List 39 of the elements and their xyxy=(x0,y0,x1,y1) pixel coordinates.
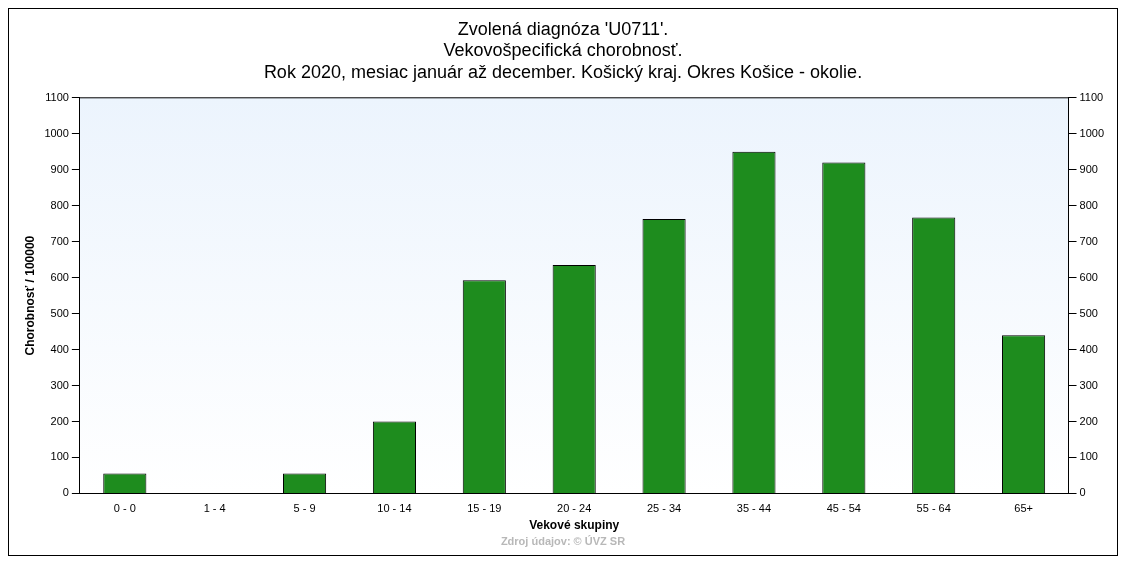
x-tick-label: 65+ xyxy=(1014,502,1033,515)
x-tick-label: 1 - 4 xyxy=(203,502,226,515)
x-tick-label: 45 - 54 xyxy=(826,502,861,515)
x-axis-title: Vekové skupiny xyxy=(529,518,620,533)
y-tick-label: 1100 xyxy=(45,90,69,103)
y2-tick-label: 900 xyxy=(1079,162,1098,175)
x-tick-label: 10 - 14 xyxy=(377,502,412,515)
x-tick-label: 25 - 34 xyxy=(646,502,682,515)
y2-tick-label: 400 xyxy=(1079,342,1098,355)
x-tick-label: 5 - 9 xyxy=(293,502,316,515)
x-tick-label: 0 - 0 xyxy=(113,502,136,515)
y2-tick-label: 600 xyxy=(1079,270,1098,283)
y-tick-label: 800 xyxy=(50,198,69,211)
y2-tick-label: 500 xyxy=(1079,306,1098,319)
y-tick-label: 200 xyxy=(50,414,69,427)
x-tick-label: 35 - 44 xyxy=(736,502,772,515)
x-tick-label: 20 - 24 xyxy=(557,502,592,515)
y-tick-label: 500 xyxy=(50,306,69,319)
y2-tick-label: 300 xyxy=(1079,378,1098,391)
y2-tick-label: 1000 xyxy=(1079,126,1105,139)
y-tick-label: 300 xyxy=(50,378,69,391)
y-tick-label: 900 xyxy=(50,162,69,175)
y-tick-label: 700 xyxy=(50,234,69,247)
y-tick-label: 1000 xyxy=(44,126,69,139)
y2-tick-label: 1100 xyxy=(1079,90,1104,103)
text: Zdroj údajov: © ÚVZ SR xyxy=(499,535,627,547)
chart-title: Zvolená diagnóza 'U0711'. Vekovošpecifická chorobnosť. Rok 2020, mesiac január až december. Košický kraj. Okres Košice - okolie. xyxy=(263,18,863,82)
y2-tick-label: 0 xyxy=(1079,486,1086,499)
x-tick-label: 55 - 64 xyxy=(916,502,951,515)
y2-tick-label: 100 xyxy=(1079,450,1098,463)
x-tick-label: 15 - 19 xyxy=(467,502,502,515)
y-tick-label: 400 xyxy=(50,342,69,355)
y-tick-label: 0 xyxy=(62,486,69,499)
y-tick-label: 100 xyxy=(50,450,69,463)
y2-tick-label: 700 xyxy=(1079,234,1098,247)
y-tick-label: 600 xyxy=(50,270,69,283)
y2-tick-label: 200 xyxy=(1079,414,1098,427)
y2-tick-label: 800 xyxy=(1079,198,1098,211)
y-axis-title: Chorobnosť / 100000 xyxy=(22,235,37,356)
